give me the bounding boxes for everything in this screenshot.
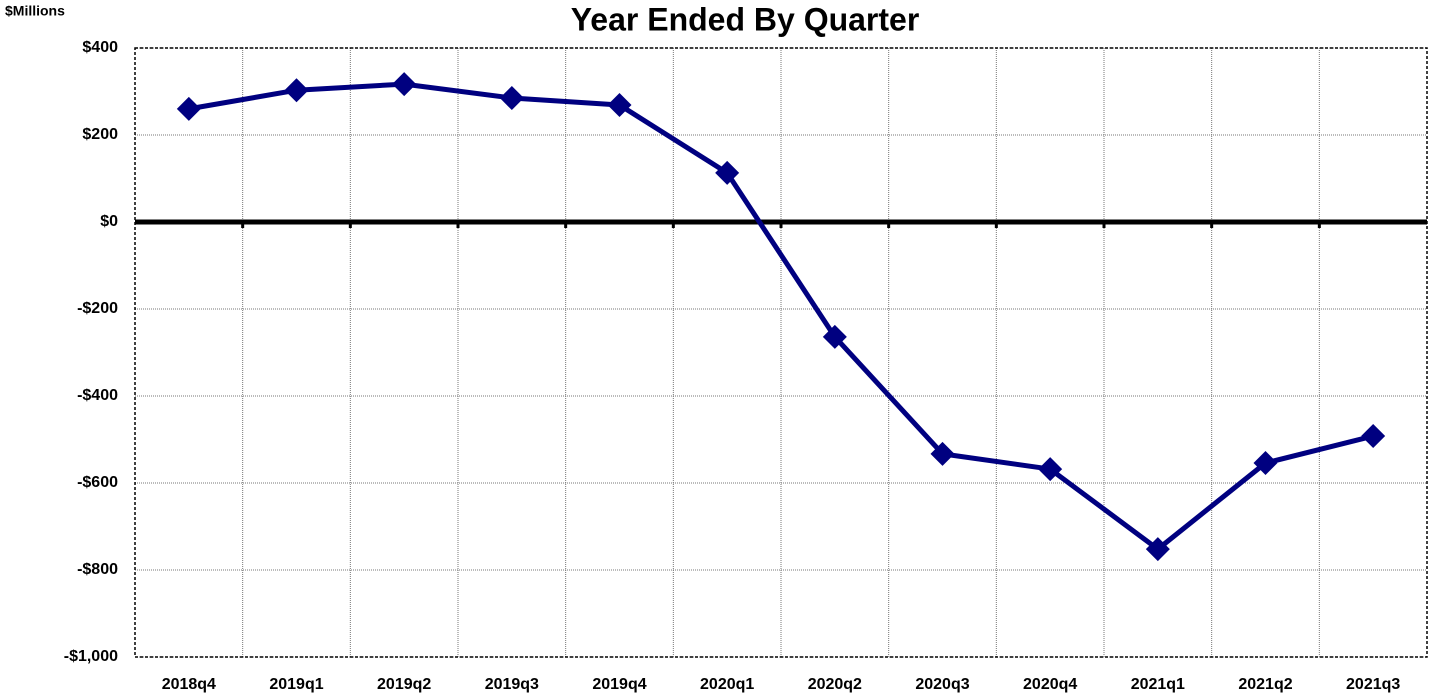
marker [1145,537,1170,562]
marker [499,86,524,111]
x-tick-label: 2019q2 [377,676,431,693]
x-tick-label: 2019q1 [269,676,323,693]
y-tick-label: -$200 [77,300,118,317]
x-tick-label: 2020q1 [700,676,754,693]
x-tick-label: 2020q3 [915,676,969,693]
y-tick-label: $200 [82,126,118,143]
marker [607,92,632,117]
x-tick-label: 2018q4 [162,676,216,693]
marker [930,441,955,466]
x-tick-label: 2021q1 [1131,676,1185,693]
marker [392,72,417,97]
y-tick-label: -$600 [77,474,118,491]
x-tick-label: 2020q4 [1023,676,1077,693]
marker [1361,424,1386,449]
x-tick-label: 2019q4 [592,676,646,693]
x-tick-label: 2019q3 [485,676,539,693]
marker [176,96,201,121]
marker [284,78,309,103]
x-tick-label: 2021q3 [1346,676,1400,693]
series-line [188,81,1374,552]
y-tick-label: -$400 [77,387,118,404]
y-unit-label: $Millions [5,3,65,19]
marker [1253,450,1278,475]
y-tick-label: -$1,000 [64,648,118,665]
x-tick-label: 2021q2 [1238,676,1292,693]
x-tick-label: 2020q2 [808,676,862,693]
y-tick-label: $0 [100,213,118,230]
y-tick-label: -$800 [77,561,118,578]
plot-border [134,47,1428,658]
marker [822,324,847,349]
marker [1038,457,1063,482]
marker [715,160,740,185]
chart-title: Year Ended By Quarter [571,1,920,37]
y-tick-label: $400 [82,39,118,56]
